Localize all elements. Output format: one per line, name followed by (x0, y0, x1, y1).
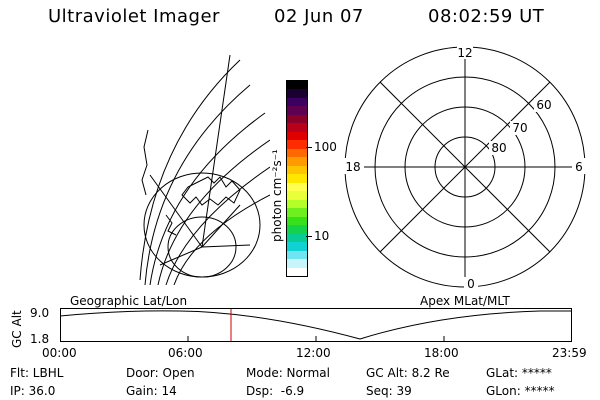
colorbar-segment (287, 140, 307, 149)
colorbar-segment (287, 123, 307, 132)
info-flt: Flt: LBHL (10, 366, 64, 380)
colorbar-segment (287, 208, 307, 217)
info-gain: Gain: 14 (126, 384, 177, 398)
colorbar-segment (287, 89, 307, 98)
info-seq: Seq: 39 (366, 384, 412, 398)
colorbar-segment (287, 267, 307, 276)
mlat-label-70: 70 (512, 121, 527, 135)
colorbar-segment (287, 250, 307, 260)
colorbar-segment (287, 191, 307, 200)
info-glat: GLat: ***** (486, 366, 552, 380)
colorbar-label: photon cm⁻²s⁻¹ (270, 149, 284, 242)
polar-panel-label: Apex MLat/MLT (420, 294, 510, 308)
colorbar-segment (287, 259, 307, 268)
header-time: 08:02:59 UT (428, 6, 545, 27)
colorbar-segment (287, 199, 307, 209)
timeline-axis-label: GC Alt (10, 310, 24, 348)
colorbar-segment (287, 165, 307, 175)
mlt-label-18: 18 (345, 160, 360, 174)
mlt-label-12: 12 (457, 46, 472, 60)
colorbar-segment (287, 81, 307, 90)
mlt-label-0: 0 (467, 277, 475, 290)
colorbar-segment (287, 114, 307, 124)
header-title: Ultraviolet Imager (48, 6, 220, 27)
colorbar-segment (287, 106, 307, 115)
timeline-plot (60, 308, 572, 342)
geo-panel-label: Geographic Lat/Lon (70, 294, 188, 308)
colorbar-segment (287, 225, 307, 234)
info-dsp: Dsp: -6.9 (246, 384, 305, 398)
colorbar-segment (287, 174, 307, 183)
header-date: 02 Jun 07 (274, 6, 364, 27)
info-mode: Mode: Normal (246, 366, 330, 380)
polar-plot: 12 18 6 0 60 70 80 (342, 45, 586, 290)
colorbar-segment (287, 216, 307, 226)
timeline-xtick-0600: 06:00 (168, 346, 203, 360)
timeline-xtick-2359: 23:59 (552, 346, 587, 360)
colorbar-segment (287, 242, 307, 251)
colorbar (286, 80, 308, 277)
mlat-label-60: 60 (536, 98, 551, 112)
mlt-label-6: 6 (575, 160, 583, 174)
mlat-label-80: 80 (491, 141, 506, 155)
timeline-ytick-1-8: 1.8 (30, 332, 50, 346)
info-gcalt: GC Alt: 8.2 Re (366, 366, 450, 380)
info-glon: GLon: ***** (486, 384, 555, 398)
colorbar-segment (287, 131, 307, 141)
colorbar-segment (287, 233, 307, 243)
colorbar-segment (287, 97, 307, 107)
timeline-xtick-1800: 18:00 (424, 346, 459, 360)
info-ip: IP: 36.0 (10, 384, 56, 398)
timeline-ytick-9: 9.0 (30, 306, 50, 320)
timeline-xtick-1200: 12:00 (296, 346, 331, 360)
colorbar-segment (287, 182, 307, 192)
info-door: Door: Open (126, 366, 195, 380)
colorbar-segment (287, 157, 307, 166)
colorbar-segment (287, 148, 307, 158)
timeline-xtick-0000: 00:00 (42, 346, 77, 360)
geo-map (139, 55, 270, 285)
colorbar-tick-100: 100 (314, 140, 337, 154)
colorbar-tick-10: 10 (314, 229, 330, 243)
